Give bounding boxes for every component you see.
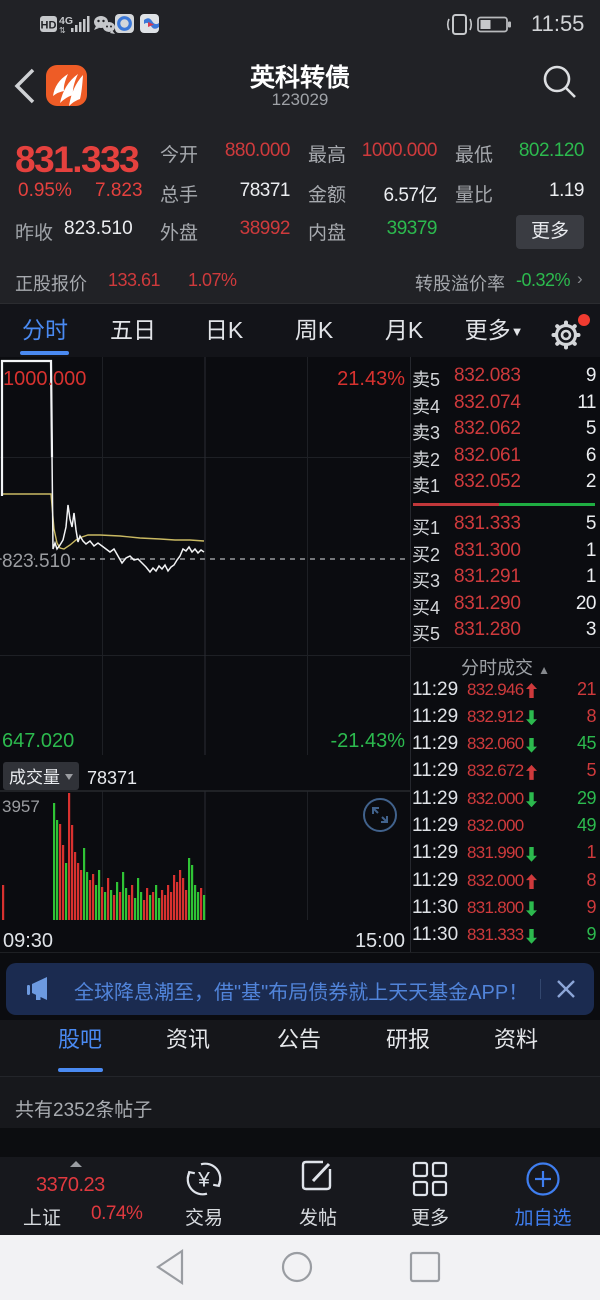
svg-text:4G: 4G [59, 15, 73, 27]
svg-text:21.43%: 21.43% [337, 368, 405, 390]
svg-text:HD: HD [41, 20, 57, 32]
svg-text:⇅: ⇅ [59, 26, 66, 35]
svg-text:09:30: 09:30 [3, 930, 53, 952]
svg-text:78371: 78371 [87, 768, 137, 788]
svg-text:1000.000: 1000.000 [3, 368, 86, 390]
svg-text:647.020: 647.020 [2, 730, 74, 752]
svg-text:15:00: 15:00 [355, 930, 405, 952]
svg-text:¥: ¥ [197, 1169, 210, 1192]
svg-text:823.510: 823.510 [2, 551, 71, 572]
svg-text:3957: 3957 [2, 797, 40, 816]
svg-text:成交量: 成交量 [9, 768, 60, 787]
svg-text:-21.43%: -21.43% [331, 730, 406, 752]
